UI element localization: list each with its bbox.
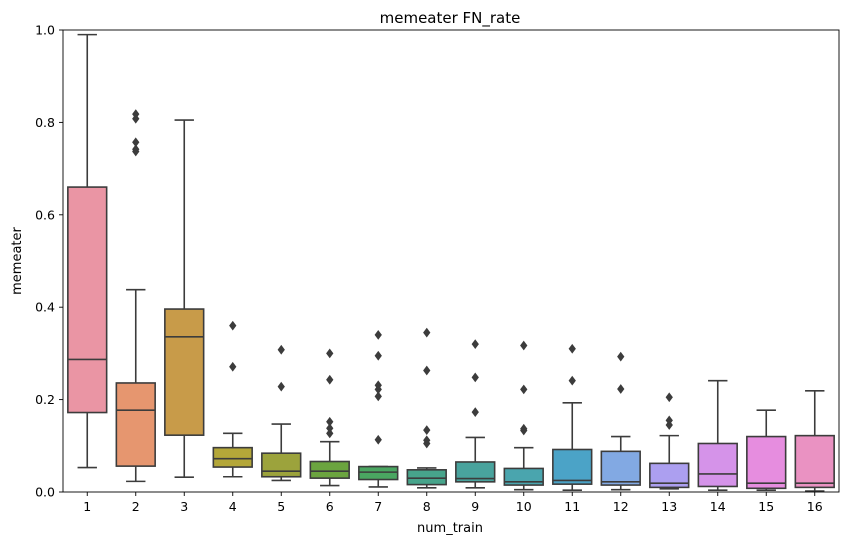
outlier-point <box>374 380 382 391</box>
outlier-point <box>326 374 334 385</box>
x-tick-label: 3 <box>180 499 188 514</box>
x-tick-label: 14 <box>710 499 726 514</box>
box-group-5 <box>261 344 302 482</box>
x-tick-label: 8 <box>423 499 431 514</box>
outlier-point <box>277 381 285 392</box>
outlier-point <box>326 423 334 434</box>
y-tick-label: 0.2 <box>35 392 55 407</box>
box-group-6 <box>309 348 350 487</box>
boxes-layer <box>67 33 835 492</box>
x-tick-label: 15 <box>758 499 774 514</box>
plot-frame <box>62 29 840 493</box>
box-group-16 <box>794 390 835 492</box>
box <box>67 186 108 414</box>
outlier-point <box>471 339 479 350</box>
outlier-point <box>471 407 479 417</box>
outlier-point <box>471 372 479 383</box>
outlier-point <box>132 137 140 148</box>
y-tick-label: 0.4 <box>35 300 55 315</box>
outlier-point <box>326 348 334 359</box>
outlier-point <box>665 415 673 426</box>
outlier-point <box>374 434 382 445</box>
y-tick-label: 0.6 <box>35 207 55 222</box>
x-tick-label: 11 <box>564 499 580 514</box>
box-group-15 <box>746 409 787 491</box>
box <box>164 308 205 436</box>
box-group-13 <box>649 392 690 490</box>
box-group-10 <box>503 340 544 491</box>
outlier-point <box>277 344 285 355</box>
outlier-point <box>665 392 673 403</box>
box <box>261 452 302 478</box>
outlier-point <box>374 391 382 402</box>
box <box>552 448 593 485</box>
box-group-7 <box>358 330 399 488</box>
outlier-point <box>132 144 140 155</box>
x-tick-label: 9 <box>471 499 479 514</box>
outlier-point <box>617 351 625 362</box>
x-tick-label: 7 <box>374 499 382 514</box>
outlier-point <box>132 109 140 119</box>
outlier-point <box>568 375 576 386</box>
box <box>358 465 399 481</box>
box <box>746 435 787 490</box>
y-tick-label: 0.0 <box>35 485 55 500</box>
outlier-point <box>617 384 625 394</box>
outlier-point <box>229 361 237 372</box>
y-tick-label: 0.8 <box>35 115 55 130</box>
box <box>309 460 350 479</box>
outlier-point <box>423 425 431 435</box>
x-tick-label: 16 <box>807 499 823 514</box>
outlier-point <box>374 350 382 361</box>
outlier-point <box>229 320 237 331</box>
box <box>115 382 156 467</box>
box-group-1 <box>67 33 108 469</box>
outlier-point <box>568 343 576 354</box>
outlier-point <box>423 327 431 338</box>
x-tick-label: 10 <box>516 499 532 514</box>
x-tick-label: 1 <box>83 499 91 514</box>
x-tick-label: 4 <box>229 499 237 514</box>
outlier-point <box>423 365 431 376</box>
x-tick-label: 5 <box>277 499 285 514</box>
outlier-point <box>520 340 528 351</box>
box <box>455 461 496 483</box>
box-group-8 <box>406 327 447 489</box>
x-tick-label: 2 <box>132 499 140 514</box>
x-tick-label: 12 <box>613 499 629 514</box>
outlier-point <box>326 416 334 427</box>
x-axis-label: num_train <box>417 521 483 536</box>
box <box>697 442 738 488</box>
box-group-11 <box>552 343 593 491</box>
x-tick-label: 6 <box>326 499 334 514</box>
box-group-4 <box>212 320 253 478</box>
box-group-9 <box>455 339 496 489</box>
chart-title: memeater FN_rate <box>380 9 521 28</box>
box-group-3 <box>164 119 205 479</box>
outlier-point <box>520 384 528 395</box>
y-axis-label: memeater <box>10 226 25 294</box>
outlier-point <box>520 423 528 434</box>
outlier-point <box>374 330 382 340</box>
box <box>406 469 447 486</box>
outlier-point <box>326 428 334 439</box>
outlier-point <box>423 435 431 446</box>
box <box>503 467 544 486</box>
box <box>794 434 835 489</box>
box <box>212 446 253 468</box>
axes-layer: 0.00.20.40.60.81.01 2 3 4 5 6 7 8 9 10 11 12 13 14 15 1… <box>35 23 840 514</box>
box-group-2 <box>115 109 156 483</box>
x-tick-label: 13 <box>661 499 677 514</box>
box <box>600 450 641 486</box>
box-group-14 <box>697 379 738 491</box>
box-group-12 <box>600 351 641 491</box>
y-tick-label: 1.0 <box>35 23 55 38</box>
